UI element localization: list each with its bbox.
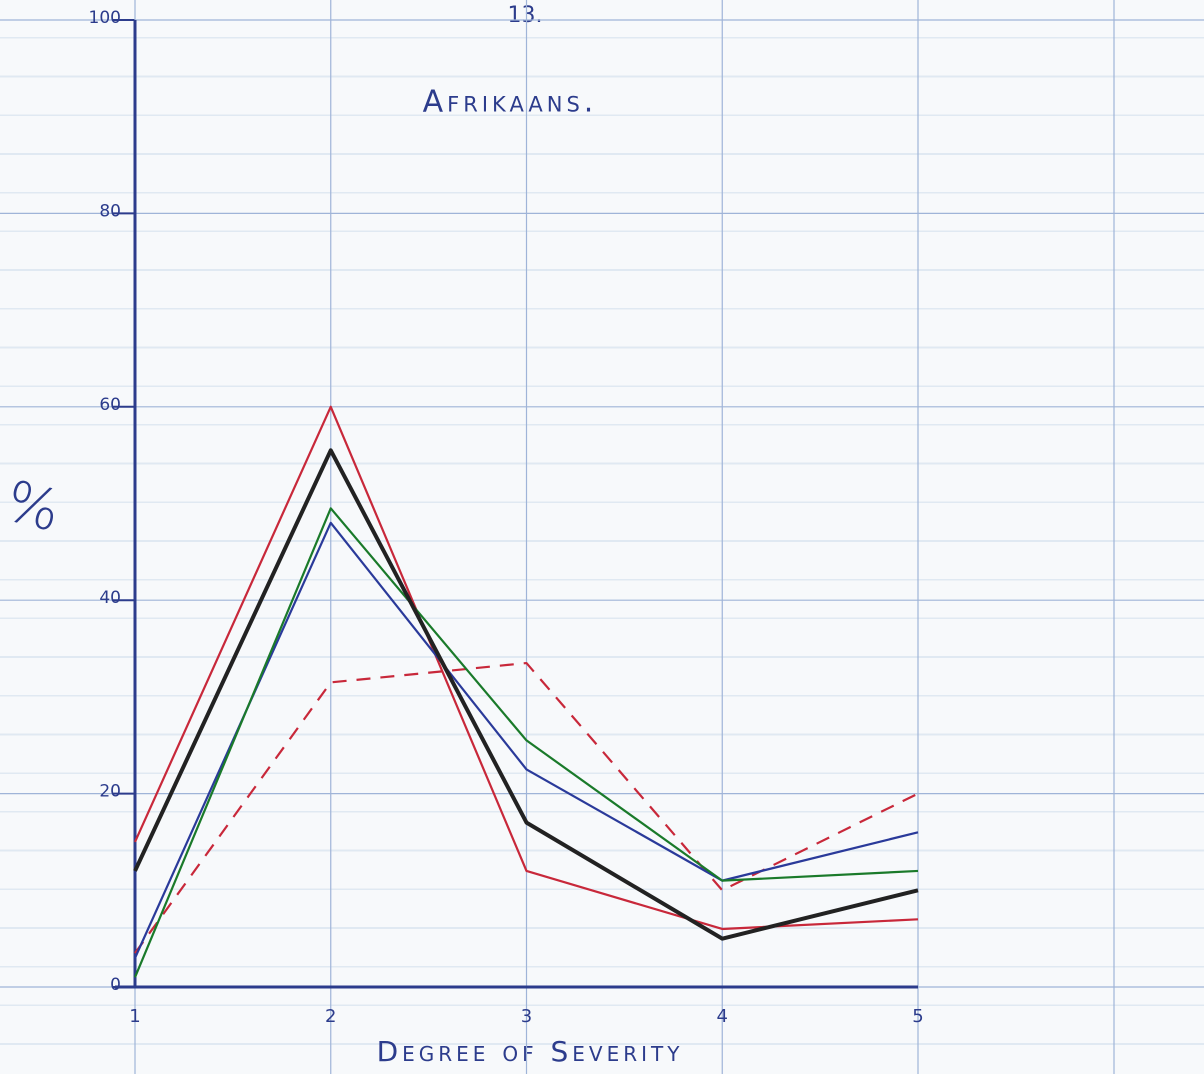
x-tick-label: 1 <box>129 1006 140 1027</box>
y-tick-label: 40 <box>99 588 121 608</box>
y-tick-label: 20 <box>99 782 121 802</box>
x-tick-label: 5 <box>912 1006 923 1027</box>
y-tick-label: 0 <box>110 975 121 995</box>
y-tick-label: 100 <box>89 8 121 28</box>
x-tick-label: 4 <box>717 1006 728 1027</box>
x-tick-label: 3 <box>521 1006 532 1027</box>
chart: 13. Afrikaans. Degree of Severity % 0 20 4… <box>0 0 1204 1074</box>
y-tick-label: 80 <box>99 201 121 221</box>
x-tick-label: 2 <box>325 1006 336 1027</box>
page-number: 13. <box>508 3 543 28</box>
y-axis-label: % <box>0 469 67 546</box>
x-axis-label: Degree of Severity <box>377 1035 684 1068</box>
y-tick-label: 60 <box>99 395 121 415</box>
chart-title: Afrikaans. <box>423 85 598 120</box>
